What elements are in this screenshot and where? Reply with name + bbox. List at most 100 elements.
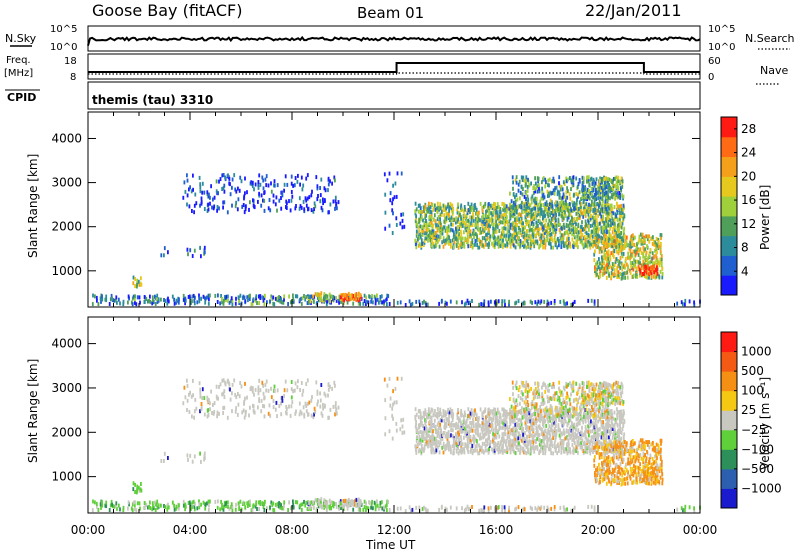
power-cell <box>508 211 511 216</box>
power-cell <box>186 202 188 207</box>
velocity-cell <box>430 442 433 447</box>
power-cell <box>483 222 486 227</box>
power-cell <box>306 301 309 305</box>
power-cell <box>495 223 497 228</box>
velocity-cell <box>374 507 377 512</box>
velocity-cell <box>492 416 495 421</box>
velocity-cell <box>543 415 546 420</box>
velocity-cell <box>481 420 484 425</box>
power-cell <box>154 302 157 306</box>
velocity-cell <box>445 421 448 426</box>
velocity-cell <box>519 449 522 454</box>
power-cell <box>508 229 511 234</box>
power-cell <box>199 245 201 250</box>
power-cell <box>380 300 383 305</box>
velocity-cell <box>329 505 332 510</box>
power-cell <box>358 291 360 296</box>
velocity-cell <box>94 500 96 505</box>
power-cell <box>424 212 426 217</box>
power-cell <box>616 210 619 215</box>
cpid-value: themis (tau) 3310 <box>92 93 213 107</box>
power-cell <box>425 219 427 223</box>
power-cell <box>492 222 495 227</box>
power-cell <box>227 298 229 303</box>
power-cell <box>476 219 479 224</box>
power-cell <box>490 211 493 216</box>
velocity-cell <box>322 402 324 407</box>
power-cell <box>595 177 598 182</box>
velocity-cell <box>327 393 329 398</box>
power-cell <box>458 232 460 237</box>
velocity-cell <box>438 413 441 418</box>
power-cell <box>582 243 585 248</box>
velocity-cell <box>229 397 232 402</box>
power-cell <box>278 198 281 203</box>
power-cell <box>507 237 510 241</box>
power-cell <box>465 301 467 306</box>
velocity-cell <box>427 439 430 444</box>
power-cell <box>612 226 615 231</box>
power-cell <box>595 191 598 196</box>
power-cell <box>475 221 478 226</box>
power-cell <box>446 226 448 231</box>
velocity-cell <box>437 431 440 436</box>
power-cell <box>537 299 540 304</box>
power-cell <box>621 240 623 245</box>
power-cell <box>443 219 446 224</box>
velocity-cell <box>540 441 543 446</box>
power-cell <box>305 203 308 208</box>
power-cell <box>303 207 306 212</box>
power-cell <box>595 245 598 250</box>
power-cell <box>532 206 535 211</box>
velocity-cell <box>445 416 448 421</box>
power-cell <box>485 226 488 231</box>
cpid-strip: CPID themis (tau) 3310 <box>5 81 701 110</box>
velocity-cell <box>415 435 418 440</box>
power-cell <box>646 258 648 263</box>
velocity-cell <box>509 431 512 436</box>
power-cell <box>479 201 482 206</box>
velocity-cell <box>189 390 191 395</box>
velocity-cell <box>555 446 557 451</box>
velocity-cell <box>450 414 453 418</box>
velocity-cell <box>514 436 517 441</box>
power-cell <box>613 177 615 181</box>
velocity-cell <box>465 428 468 433</box>
power-cell <box>426 224 429 229</box>
velocity-cell <box>131 502 134 507</box>
power-cell <box>498 217 501 222</box>
power-cell <box>538 236 541 241</box>
velocity-cell <box>460 427 463 432</box>
power-cell <box>635 271 638 276</box>
power-cell <box>601 261 604 266</box>
power-cell <box>530 234 533 239</box>
power-cell <box>477 245 480 250</box>
power-cell <box>462 217 465 222</box>
power-cell <box>420 215 423 220</box>
velocity-cell <box>501 407 504 412</box>
power-cell <box>481 236 484 241</box>
power-cell <box>329 299 332 304</box>
power-cell <box>251 301 254 306</box>
velocity-cell <box>184 504 187 509</box>
velocity-cell <box>231 409 233 414</box>
velocity-cell <box>493 412 496 417</box>
power-cell <box>572 183 575 188</box>
power-cell <box>527 241 529 246</box>
velocity-cell <box>440 418 443 423</box>
power-cell <box>135 302 138 307</box>
power-cell <box>467 218 470 223</box>
power-cell <box>532 191 535 195</box>
velocity-cell <box>432 441 435 446</box>
power-cell <box>538 189 541 194</box>
power-cell <box>476 217 478 221</box>
power-cell <box>558 212 561 217</box>
power-cell <box>492 228 495 233</box>
power-cell <box>581 220 583 225</box>
velocity-cell <box>495 415 498 420</box>
power-cell <box>614 190 617 195</box>
power-cell <box>480 302 483 307</box>
velocity-cell <box>156 505 159 510</box>
power-cell <box>623 271 626 276</box>
power-cell <box>466 240 468 244</box>
